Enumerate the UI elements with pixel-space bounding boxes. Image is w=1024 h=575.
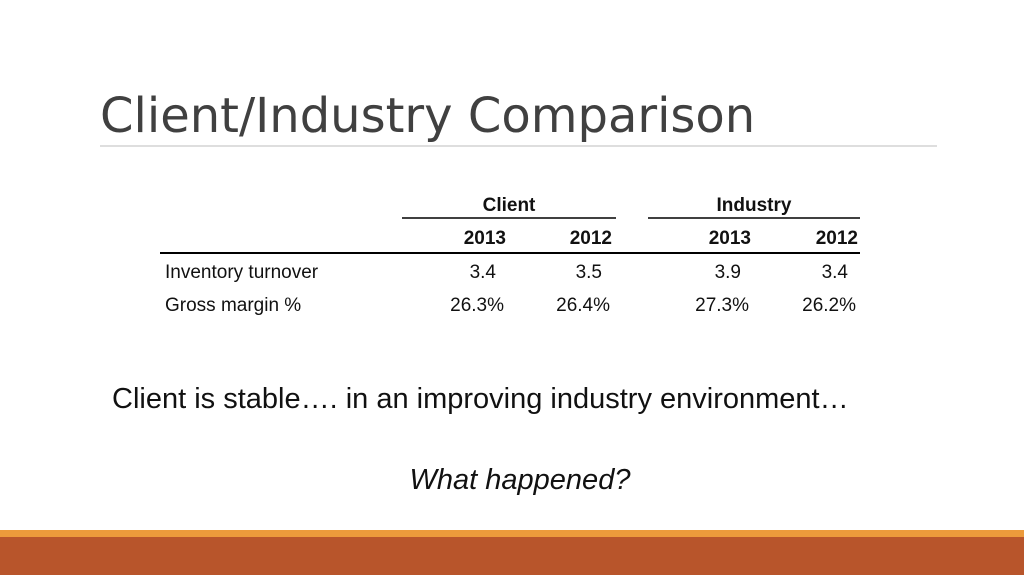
year-header: 2013 [464, 228, 506, 249]
question: What happened? [410, 464, 632, 496]
cell: 26.4% [556, 295, 610, 316]
cell: 26.3% [450, 295, 504, 316]
cell: 27.3% [695, 295, 749, 316]
cell: 3.4 [822, 262, 849, 283]
slide-title: Client/Industry Comparison [100, 88, 755, 144]
statement: Client is stable…. in an improving indus… [112, 383, 849, 415]
group-header: Industry [717, 195, 792, 216]
cell: 3.5 [576, 262, 602, 283]
accent-stripe [0, 530, 1024, 538]
year-header: 2012 [816, 228, 858, 249]
row-label: Gross margin % [165, 295, 301, 316]
cell: 26.2% [802, 295, 856, 316]
footer-bar [0, 537, 1024, 575]
year-header: 2013 [709, 228, 751, 249]
year-header: 2012 [570, 228, 612, 249]
cell: 3.4 [470, 262, 497, 283]
comparison-table: Client Industry 2013 2012 2013 2012 Inventory … [160, 195, 860, 316]
cell: 3.9 [715, 262, 741, 283]
group-header: Client [483, 195, 536, 216]
row-label: Inventory turnover [165, 262, 319, 283]
